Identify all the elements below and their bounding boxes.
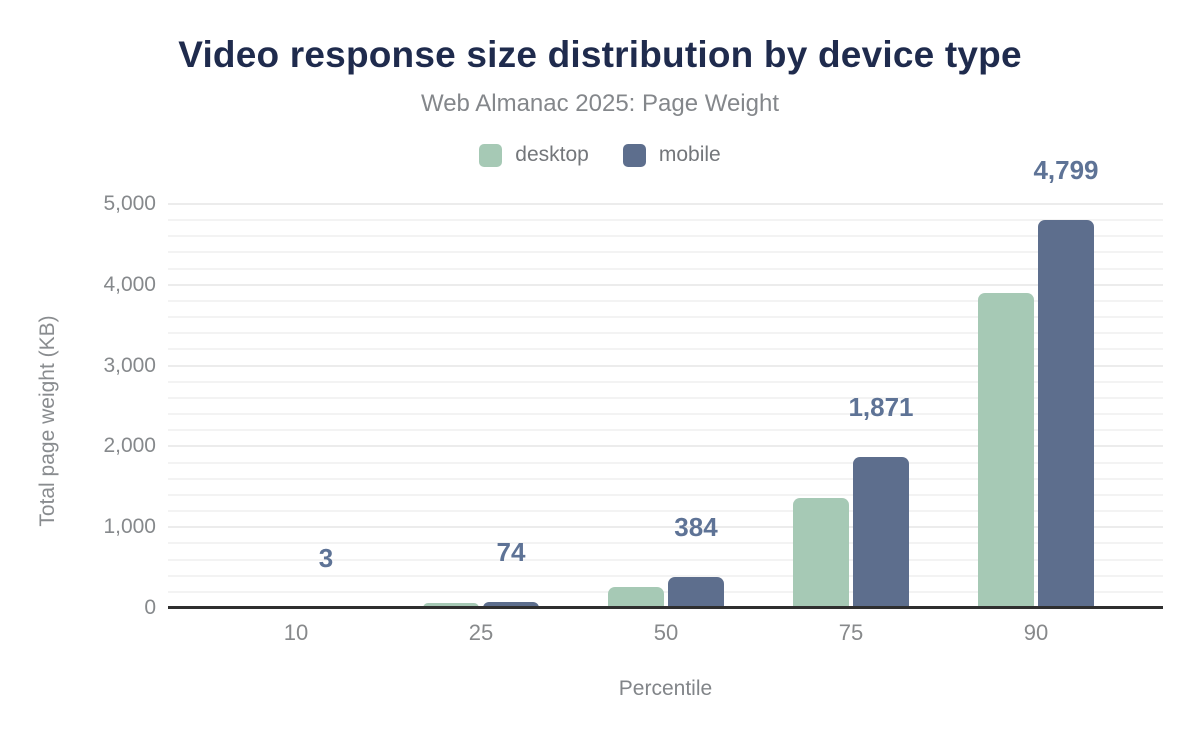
chart-title: Video response size distribution by devi… xyxy=(178,34,1022,75)
bar-desktop-p25[interactable] xyxy=(423,603,479,608)
y-gridline xyxy=(168,461,1163,464)
data-label-mobile-p25: 74 xyxy=(496,537,526,568)
legend: desktop mobile xyxy=(0,143,1200,167)
data-label-mobile-p10: 3 xyxy=(318,542,334,573)
y-gridline xyxy=(168,574,1163,577)
legend-label-mobile: mobile xyxy=(658,143,721,166)
x-axis-title: Percentile xyxy=(618,677,713,700)
y-gridline xyxy=(168,251,1163,254)
bar-mobile-p75[interactable] xyxy=(853,456,909,608)
y-gridline xyxy=(168,526,1163,529)
bar-mobile-p90[interactable] xyxy=(1038,220,1094,608)
y-tick-label: 4,000 xyxy=(103,272,156,296)
y-gridline xyxy=(168,364,1163,367)
y-gridline xyxy=(168,590,1163,593)
plot-area: 3 74 384 1,871 4,799 xyxy=(168,155,1163,609)
y-tick-label: 2,000 xyxy=(103,434,156,458)
y-gridline xyxy=(168,203,1163,205)
legend-swatch-desktop xyxy=(479,143,503,167)
bar-desktop-p75[interactable] xyxy=(793,498,849,608)
y-gridline xyxy=(168,316,1163,319)
x-tick-label-p75: 75 xyxy=(838,620,864,645)
y-gridline xyxy=(168,348,1163,351)
bar-desktop-p50[interactable] xyxy=(608,587,664,608)
chart-subtitle: Web Almanac 2025: Page Weight xyxy=(420,90,779,117)
y-gridline xyxy=(168,558,1163,561)
bar-mobile-p50[interactable] xyxy=(668,576,724,608)
y-tick-label: 1,000 xyxy=(103,515,156,539)
y-tick-label: 5,000 xyxy=(103,192,156,215)
y-gridline xyxy=(168,267,1163,270)
x-tick-label-p90: 90 xyxy=(1023,620,1049,645)
y-gridline xyxy=(168,445,1163,448)
y-gridline xyxy=(168,493,1163,496)
y-gridline xyxy=(168,299,1163,302)
y-tick-label: 0 xyxy=(144,596,156,619)
bar-mobile-p25[interactable] xyxy=(483,602,539,608)
x-axis-line xyxy=(168,606,1163,609)
y-gridline xyxy=(168,413,1163,416)
y-gridline xyxy=(168,380,1163,383)
x-tick-label-p10: 10 xyxy=(283,620,309,645)
y-gridline xyxy=(168,429,1163,432)
y-gridline xyxy=(168,283,1163,286)
y-gridline xyxy=(168,332,1163,335)
x-tick-label-p25: 25 xyxy=(468,620,494,645)
y-gridline xyxy=(168,235,1163,238)
y-gridline xyxy=(168,510,1163,513)
y-tick-label: 3,000 xyxy=(103,353,156,377)
y-gridline xyxy=(168,219,1163,222)
data-label-mobile-p90: 4,799 xyxy=(1033,155,1099,186)
y-gridline xyxy=(168,542,1163,545)
y-gridline xyxy=(168,396,1163,399)
bar-desktop-p90[interactable] xyxy=(978,292,1034,608)
legend-item-desktop[interactable]: desktop xyxy=(479,143,589,167)
data-label-mobile-p50: 384 xyxy=(674,511,718,542)
y-axis-title: Total page weight (KB) xyxy=(36,315,59,527)
x-tick-label-p50: 50 xyxy=(653,620,679,645)
data-label-mobile-p75: 1,871 xyxy=(848,391,914,422)
legend-swatch-mobile xyxy=(622,143,646,167)
legend-item-mobile[interactable]: mobile xyxy=(622,143,721,167)
legend-label-desktop: desktop xyxy=(515,143,589,166)
y-gridline xyxy=(168,477,1163,480)
